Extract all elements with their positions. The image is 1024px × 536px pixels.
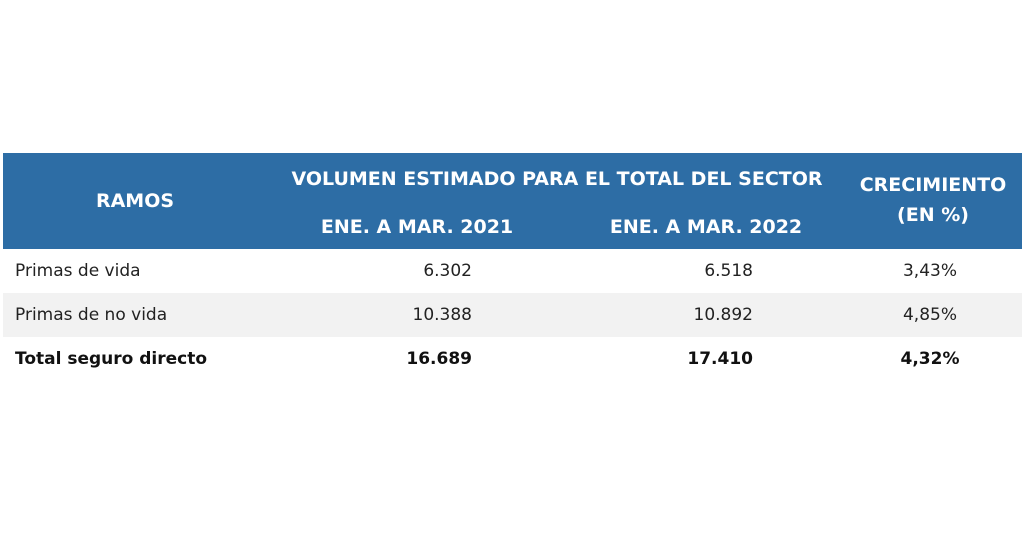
cell-value: 4,85%	[902, 305, 958, 325]
cell-value: 17.410	[687, 349, 753, 369]
cell-value: 10.388	[412, 305, 472, 325]
cell-value: 4,32%	[900, 349, 960, 369]
table-row: Primas de no vida 10.388 10.892 4,85%	[3, 293, 1022, 337]
row-label: Primas de no vida	[15, 305, 168, 325]
header-ramos: RAMOS	[95, 190, 175, 212]
header-period: ENE. A MAR. 2021	[320, 216, 514, 238]
cell-value: 3,43%	[902, 261, 958, 281]
cell-value: 6.518	[704, 261, 753, 281]
row-label: Total seguro directo	[15, 349, 208, 369]
cell-value: 6.302	[423, 261, 472, 281]
header-volumen: VOLUMEN ESTIMADO PARA EL TOTAL DEL SECTO…	[291, 168, 823, 190]
table-row: Primas de vida 6.302 6.518 3,43%	[3, 249, 1022, 293]
cell-value: 16.689	[406, 349, 472, 369]
table-row: Total seguro directo 16.689 17.410 4,32%	[3, 337, 1022, 381]
header-period: ENE. A MAR. 2022	[609, 216, 803, 238]
row-label: Primas de vida	[15, 261, 141, 281]
table-header: RAMOS VOLUMEN ESTIMADO PARA EL TOTAL DEL…	[3, 153, 1022, 249]
cell-value: 10.892	[693, 305, 753, 325]
header-crecimiento: CRECIMIENTO	[859, 174, 1007, 196]
header-crecimiento: (EN %)	[897, 204, 969, 226]
